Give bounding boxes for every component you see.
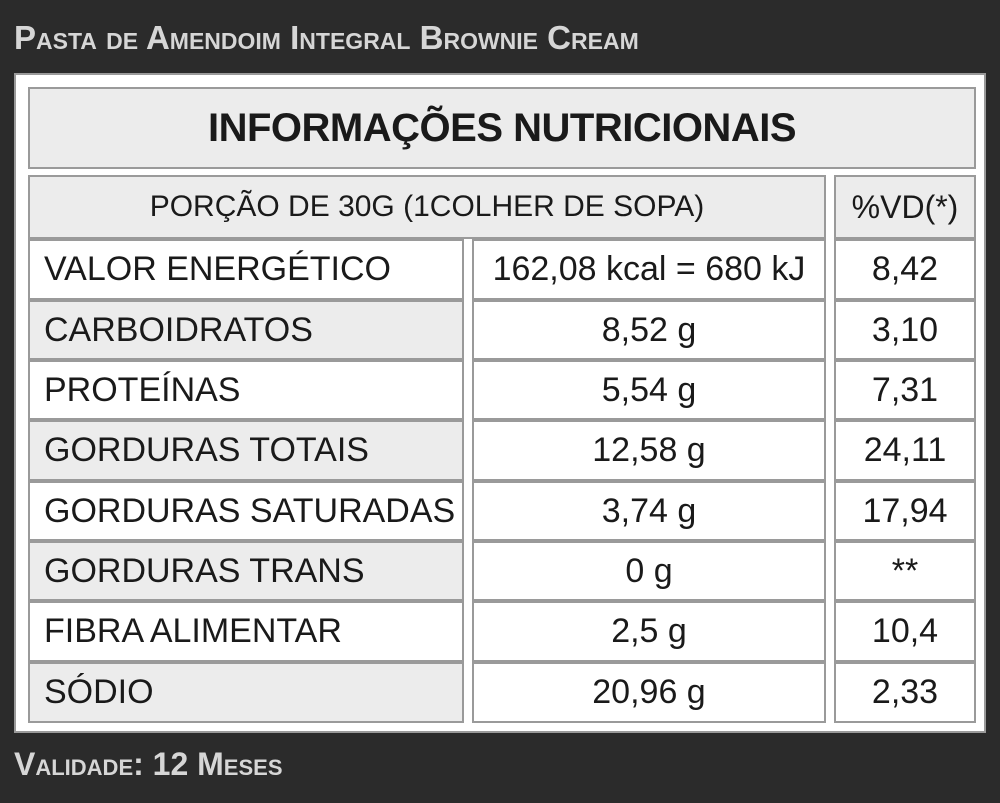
nutrition-facts-panel: INFORMAÇÕES NUTRICIONAIS PORÇÃO DE 30G (… [14, 73, 986, 733]
nutrient-amount: 20,96 g [472, 662, 826, 723]
daily-value-header: %VD(*) [834, 175, 976, 239]
nutrient-name: GORDURAS TOTAIS [28, 420, 464, 481]
nutrient-amount: 12,58 g [472, 420, 826, 481]
nutrient-daily-value: 3,10 [834, 300, 976, 360]
nutrient-amount: 5,54 g [472, 360, 826, 420]
nutrient-daily-value: 7,31 [834, 360, 976, 420]
nutrient-daily-value: 10,4 [834, 601, 976, 662]
nutrient-daily-value: 24,11 [834, 420, 976, 481]
nutrient-amount: 0 g [472, 541, 826, 601]
nutrient-name: SÓDIO [28, 662, 464, 723]
nutrient-daily-value: 2,33 [834, 662, 976, 723]
nutrient-name: GORDURAS TRANS [28, 541, 464, 601]
nutrition-table: PORÇÃO DE 30G (1COLHER DE SOPA) %VD(*) V… [28, 175, 976, 723]
product-title: Pasta de Amendoim Integral Brownie Cream [14, 19, 639, 56]
nutrient-daily-value: 8,42 [834, 239, 976, 300]
nutrition-heading-box: INFORMAÇÕES NUTRICIONAIS [28, 87, 976, 169]
nutrient-name: FIBRA ALIMENTAR [28, 601, 464, 662]
nutrient-daily-value: 17,94 [834, 481, 976, 541]
nutrient-amount: 162,08 kcal = 680 kJ [472, 239, 826, 300]
portion-size-label: PORÇÃO DE 30G (1COLHER DE SOPA) [28, 175, 826, 239]
shelf-life-note: Validade: 12 Meses [14, 746, 283, 782]
nutrition-heading: INFORMAÇÕES NUTRICIONAIS [208, 105, 797, 150]
nutrient-name: CARBOIDRATOS [28, 300, 464, 360]
nutrient-amount: 8,52 g [472, 300, 826, 360]
nutrient-name: VALOR ENERGÉTICO [28, 239, 464, 300]
nutrient-amount: 2,5 g [472, 601, 826, 662]
nutrient-amount: 3,74 g [472, 481, 826, 541]
nutrient-name: PROTEÍNAS [28, 360, 464, 420]
nutrient-daily-value: ** [834, 541, 976, 601]
nutrient-name: GORDURAS SATURADAS [28, 481, 464, 541]
